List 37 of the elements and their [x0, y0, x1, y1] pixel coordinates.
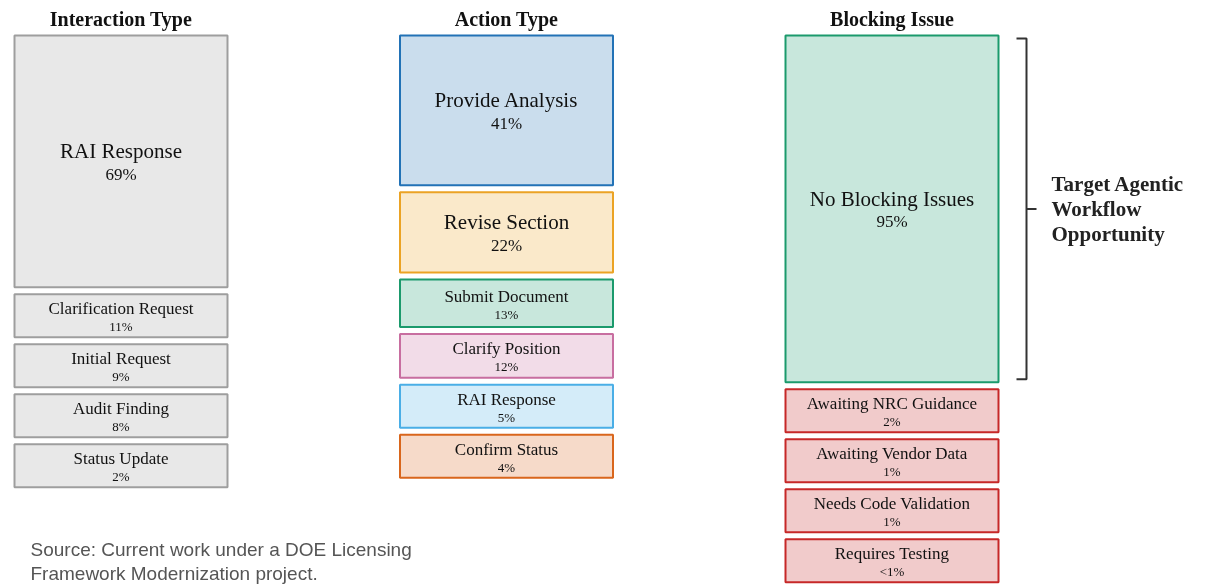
data-label: <1% [879, 564, 905, 580]
data-label: 4% [497, 459, 516, 475]
data-label: 13% [494, 306, 519, 322]
data-label: 12% [494, 359, 519, 375]
category-label: Audit Finding [73, 399, 170, 419]
category-label: Provide Analysis [434, 88, 578, 113]
category-label: Revise Section [443, 210, 570, 235]
data-label: 2% [112, 469, 130, 485]
data-label: 1% [883, 514, 901, 530]
category-label: RAI Response [457, 389, 556, 409]
category-label: Needs Code Validation [813, 494, 971, 514]
category-label: Awaiting NRC Guidance [806, 394, 978, 414]
category-label: Requires Testing [834, 544, 950, 564]
data-label: 11% [109, 319, 133, 335]
data-label: 5% [497, 409, 516, 425]
data-label: 8% [112, 419, 130, 435]
data-label: 41% [490, 113, 523, 133]
category-label: Clarification Request [48, 299, 194, 319]
text: Interaction Type [49, 7, 192, 31]
category-label: Clarify Position [452, 339, 562, 359]
data-label: 2% [883, 414, 901, 430]
category-label: Awaiting Vendor Data [816, 444, 968, 464]
category-label: RAI Response [60, 139, 182, 164]
data-label: 9% [112, 369, 130, 385]
category-label: Status Update [73, 449, 169, 469]
text: Blocking Issue [830, 7, 955, 31]
data-label: 22% [490, 235, 523, 255]
data-label: 95% [876, 212, 908, 232]
category-label: Submit Document [444, 286, 569, 306]
text: Action Type [454, 7, 559, 31]
data-label: 69% [105, 164, 137, 184]
text: Target Agentic Workflow Opportunity [1051, 171, 1184, 246]
category-label: Confirm Status [454, 439, 559, 459]
data-label: 1% [883, 464, 901, 480]
category-label: No Blocking Issues [809, 186, 975, 211]
category-label: Initial Request [71, 349, 172, 369]
source-note: Source: Current work under a DOE Licensing Framework Modernization project. [30, 539, 412, 584]
